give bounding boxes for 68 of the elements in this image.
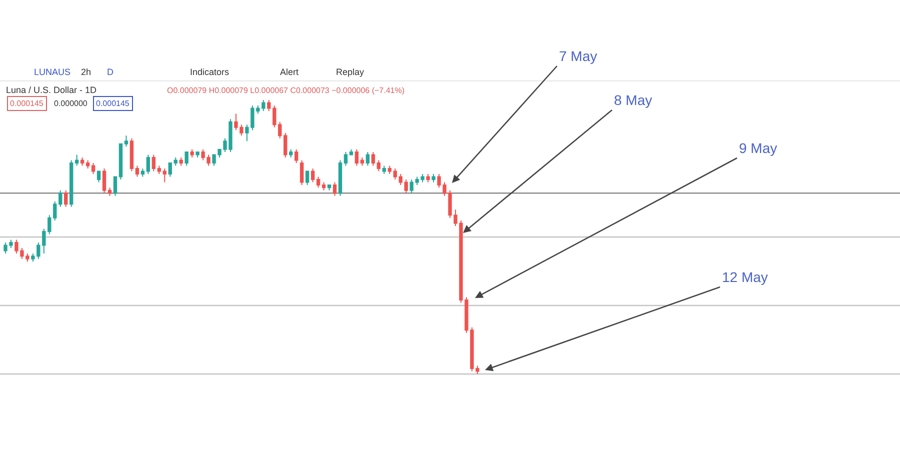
candlestick xyxy=(388,165,392,174)
candlestick xyxy=(349,148,354,156)
text: Alert xyxy=(280,67,300,77)
candlestick xyxy=(289,148,293,158)
candlestick xyxy=(376,160,380,172)
candlestick xyxy=(294,148,298,164)
candlestick xyxy=(432,173,436,183)
candlestick xyxy=(184,152,188,166)
candlestick xyxy=(278,121,282,139)
candlestick xyxy=(118,143,123,180)
candlestick xyxy=(404,178,408,194)
text: 2h xyxy=(81,67,92,77)
annotation: 0.000145 xyxy=(10,99,44,108)
text: D xyxy=(107,67,114,77)
candlestick xyxy=(398,173,402,186)
candlestick xyxy=(190,148,194,158)
candlestick xyxy=(130,138,134,172)
text: O0.000079 H0.000079 L0.000067 C0.000073 −0.000006 (−7.41%) xyxy=(167,86,405,95)
candlestick xyxy=(70,160,74,208)
text: Replay xyxy=(336,67,365,77)
candlestick xyxy=(300,160,304,186)
text: 7 May xyxy=(559,48,598,64)
candlestick xyxy=(316,176,320,188)
candlestick xyxy=(64,190,68,208)
candlestick xyxy=(179,157,183,166)
candlestick xyxy=(58,190,62,208)
candlestick xyxy=(162,168,166,183)
annotation: 0.000000 xyxy=(54,99,88,108)
chart-title: Luna / U.S. Dollar - 1D xyxy=(6,85,98,95)
candlestick xyxy=(310,168,315,183)
candlestick xyxy=(102,168,106,194)
candlestick xyxy=(74,154,79,166)
candlestick xyxy=(113,176,118,196)
candlestick xyxy=(152,154,156,172)
candlestick xyxy=(332,182,337,196)
candlestick xyxy=(393,168,397,180)
candlestick xyxy=(322,182,326,191)
candlestick xyxy=(80,157,84,166)
candlestick xyxy=(360,157,364,166)
candlestick xyxy=(168,162,172,178)
candlestick xyxy=(86,160,90,169)
candlestick xyxy=(305,170,310,186)
candlestick xyxy=(344,152,348,166)
text: 8 May xyxy=(614,92,652,108)
candlestick xyxy=(108,187,112,196)
candlestick xyxy=(426,173,430,183)
candlestick xyxy=(366,152,370,166)
candlestick xyxy=(382,165,386,174)
candlestick xyxy=(284,132,288,158)
candlestick xyxy=(53,200,57,222)
candlestick xyxy=(196,152,200,158)
text: 9 May xyxy=(739,140,778,156)
candlestick xyxy=(135,165,140,178)
text: Indicators xyxy=(190,67,230,77)
candlestick xyxy=(338,160,342,196)
text: LUNAUS xyxy=(34,67,71,77)
text: 12 May xyxy=(722,269,768,285)
candlestick xyxy=(354,148,359,166)
candlestick xyxy=(146,154,150,174)
candlestick xyxy=(140,168,145,178)
candlestick xyxy=(91,162,96,174)
candlestick xyxy=(371,152,376,166)
annotation: 0.000145 xyxy=(96,99,130,108)
candlestick xyxy=(124,135,128,148)
candlestick xyxy=(174,157,178,166)
candlestick xyxy=(157,165,161,174)
candlestick xyxy=(96,170,101,183)
candlestick xyxy=(327,184,332,191)
